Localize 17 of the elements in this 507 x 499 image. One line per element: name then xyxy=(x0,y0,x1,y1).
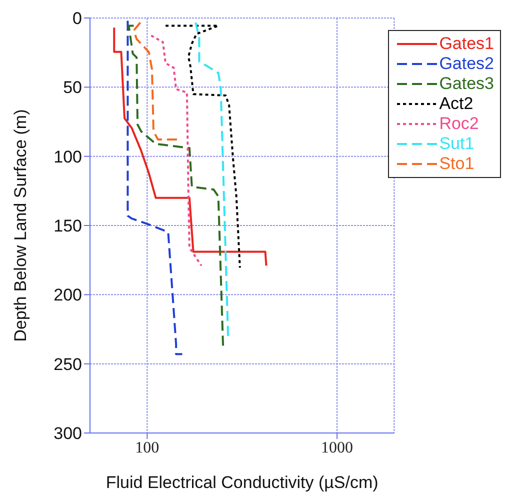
x-tick-label: 1000 xyxy=(321,439,354,456)
legend-label: Gates2 xyxy=(439,54,494,74)
y-tick-label: 300 xyxy=(54,424,82,444)
legend-label: Gates3 xyxy=(439,74,494,94)
legend-label: Sut1 xyxy=(439,134,474,154)
legend-label: Roc2 xyxy=(439,114,479,134)
y-tick-label: 150 xyxy=(54,216,82,236)
y-tick-label: 50 xyxy=(63,78,82,98)
legend-label: Gates1 xyxy=(439,34,494,54)
x-axis-title: Fluid Electrical Conductivity (µS/cm) xyxy=(106,473,378,492)
y-tick-label: 0 xyxy=(72,9,82,28)
y-axis-title: Depth Below Land Surface (m) xyxy=(11,109,30,342)
y-tick-label: 100 xyxy=(54,147,82,166)
y-tick-label: 200 xyxy=(54,286,82,305)
legend-label: Act2 xyxy=(439,94,474,114)
y-tick-label: 250 xyxy=(54,354,82,374)
legend-label: Sto1 xyxy=(439,154,474,174)
